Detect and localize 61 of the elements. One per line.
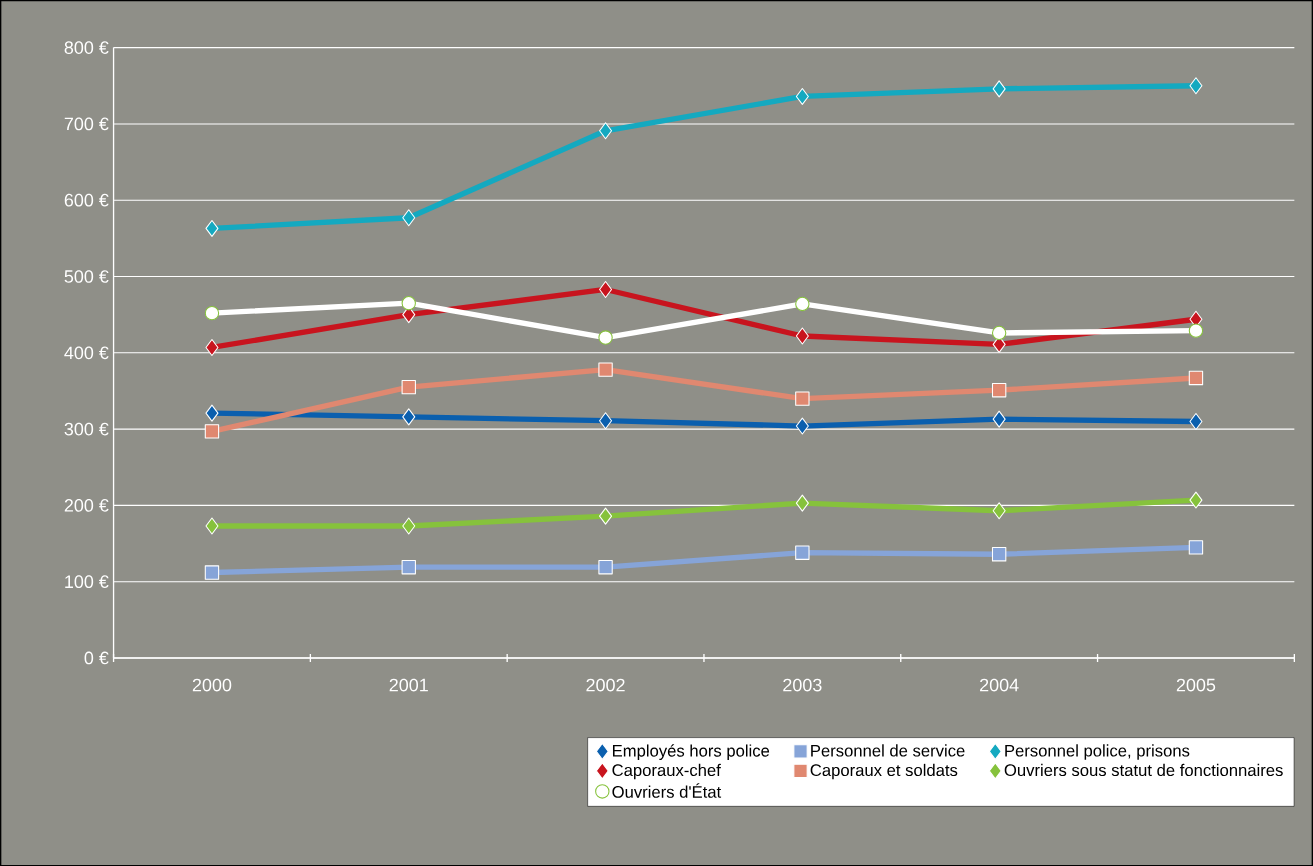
point — [795, 391, 810, 406]
x-tick-label: 2004 — [980, 678, 1019, 692]
point — [991, 382, 1007, 398]
point — [599, 411, 613, 430]
point — [402, 408, 416, 426]
point — [1189, 491, 1203, 509]
legend-label: Caporaux-chef — [612, 763, 721, 780]
point — [1189, 412, 1203, 430]
point — [598, 362, 613, 377]
point — [795, 87, 809, 105]
point — [795, 327, 809, 345]
y-tick-label: 200 € — [64, 498, 109, 512]
point — [401, 559, 416, 575]
x-tick-label: 2000 — [192, 678, 232, 692]
point — [992, 410, 1006, 428]
x-tick-label: 2003 — [783, 678, 822, 692]
y-tick-label: 600 € — [64, 193, 109, 207]
legend-label: Ouvriers sous statut de fonctionnaires — [1004, 763, 1283, 776]
point — [992, 501, 1006, 520]
x-tick-label: 2002 — [586, 678, 625, 692]
point — [599, 122, 613, 140]
point — [991, 546, 1007, 562]
legend-label: Personnel police, prisons — [1005, 744, 1190, 760]
point — [992, 80, 1006, 98]
point — [205, 338, 219, 356]
point — [205, 517, 219, 535]
point — [204, 305, 220, 321]
point — [599, 507, 613, 525]
point — [1189, 77, 1203, 95]
y-tick-label: 300 € — [64, 422, 109, 436]
y-tick-label: 800 € — [64, 41, 109, 54]
point — [795, 494, 809, 512]
point — [599, 280, 613, 298]
legend-label: Ouvriers d'État — [612, 783, 722, 798]
point — [991, 325, 1007, 340]
y-tick-label: 100 € — [65, 575, 109, 588]
point — [402, 517, 416, 535]
legend-label: Employés hors police — [612, 744, 770, 760]
point — [795, 545, 810, 560]
y-tick-label: 500 € — [64, 269, 109, 283]
point — [1188, 370, 1204, 385]
point — [402, 209, 416, 227]
point — [598, 559, 613, 575]
point — [795, 296, 810, 311]
point — [205, 404, 219, 422]
point — [204, 423, 220, 439]
point — [1188, 323, 1204, 338]
x-tick-label: 2005 — [1176, 678, 1216, 692]
y-tick-label: 0 € — [84, 651, 109, 665]
point — [401, 379, 416, 395]
point — [205, 219, 219, 237]
point — [598, 330, 613, 345]
legend-label: Personnel de service — [811, 744, 965, 757]
point — [401, 295, 416, 311]
point — [204, 565, 220, 580]
x-tick-label: 2001 — [389, 678, 428, 692]
legend-label: Caporaux et soldats — [810, 763, 958, 780]
y-tick-label: 700 € — [64, 117, 109, 131]
y-tick-label: 400 € — [64, 346, 109, 359]
point — [1188, 539, 1204, 555]
point — [795, 417, 809, 435]
